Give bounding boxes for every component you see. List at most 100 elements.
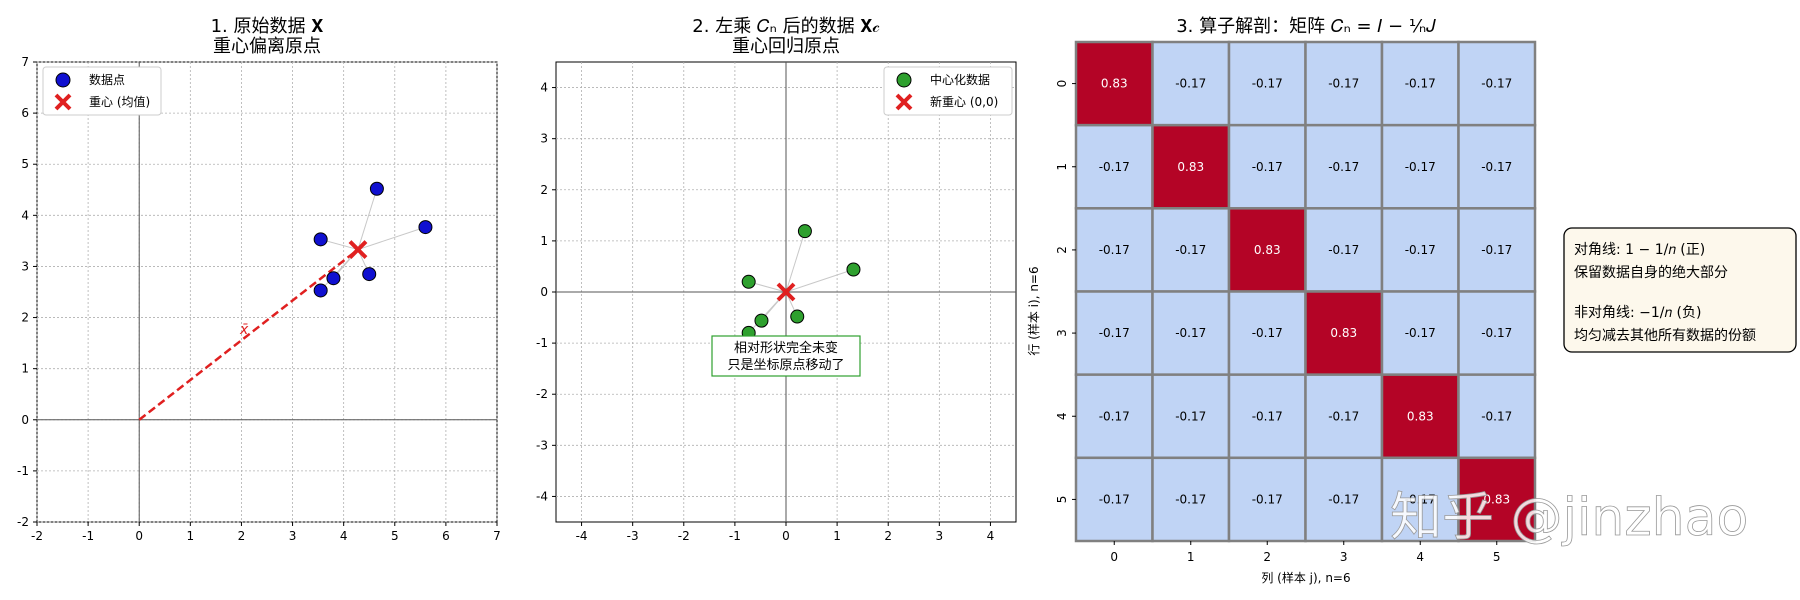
watermark: 知乎 @jinzhao: [1390, 488, 1748, 548]
panel2-xtick-label: 4: [987, 529, 995, 543]
heatmap-cell: [1151, 290, 1231, 376]
panel1-ytick-label: 0: [21, 413, 29, 427]
heatmap-xtick-label: 3: [1340, 550, 1348, 564]
heatmap-cell-label: -0.17: [1481, 77, 1512, 91]
heatmap-cell: [1227, 123, 1307, 210]
heatmap-cell-label: -0.17: [1481, 409, 1512, 423]
heatmap-cell-label: -0.17: [1252, 326, 1283, 340]
panel2-annotation-box: 相对形状完全未变 只是坐标原点移动了: [711, 335, 861, 377]
heatmap-cell-label: -0.17: [1328, 77, 1359, 91]
heatmap-ytick-label: 0: [1055, 80, 1069, 88]
legend2-centroid-swatch: [895, 93, 913, 111]
panel2-xtick-label: -4: [576, 529, 588, 543]
panel2-ytick-label: -4: [536, 489, 548, 503]
note-line2: 保留数据自身的绝大部分: [1574, 265, 1728, 281]
heatmap-cell-label: 0.83: [1407, 409, 1434, 423]
heatmap-cell-label: -0.17: [1099, 409, 1130, 423]
panel1-xtick-label: -2: [31, 529, 43, 543]
heatmap-cell: [1457, 40, 1537, 127]
panel1-ytick-label: 6: [21, 106, 29, 120]
heatmap-ytick-label: 3: [1055, 329, 1069, 337]
panel2-ytick-label: -2: [536, 387, 548, 401]
legend1-point-swatch: [55, 72, 71, 88]
panel1-data-point: [313, 283, 328, 298]
panel1-xtick-label: 5: [391, 529, 399, 543]
heatmap-xtick-label: 1: [1187, 550, 1195, 564]
panel1-xtick-label: -1: [82, 529, 94, 543]
heatmap-cell-label: 0.83: [1101, 77, 1128, 91]
heatmap-cell-label: -0.17: [1175, 77, 1206, 91]
heatmap-cell-label: -0.17: [1175, 243, 1206, 257]
heatmap-cell: [1304, 207, 1384, 293]
panel1-ticks: -2 -1 0 1 2 3 4 5 6 7 -2 -1 0 1 2 3 4 5 6 7: [17, 55, 501, 543]
heatmap-ytick-label: 2: [1055, 246, 1069, 254]
heatmap-cell-label: -0.17: [1175, 409, 1206, 423]
panel2-ticks: -4 -3 -2 -1 0 1 2 3 4 -4 -3 -2 -1 0 1 2 3 4: [536, 81, 994, 543]
heatmap-cell: [1227, 290, 1307, 376]
panel1-legend: 数据点 重心 (均值): [42, 66, 162, 116]
legend1-centroid-label: 重心 (均值): [89, 94, 150, 109]
heatmap-cell-label: -0.17: [1328, 492, 1359, 506]
heatmap-ytick-label: 5: [1055, 496, 1069, 504]
panel1-data-point: [369, 181, 384, 196]
panel2-xtick-label: 2: [884, 529, 892, 543]
panel1-ytick-label: 4: [21, 208, 29, 222]
heatmap-cell: [1074, 290, 1154, 376]
centroid-vector-label: x̄: [239, 322, 249, 338]
panel1-marks: x̄: [138, 181, 433, 421]
heatmap-cell: [1304, 456, 1384, 543]
heatmap-cell-label: -0.17: [1175, 492, 1206, 506]
heatmap-xtick-label: 4: [1416, 550, 1424, 564]
panel2-ytick-label: 2: [540, 183, 548, 197]
heatmap-cell: [1304, 373, 1384, 460]
panel1-ytick-label: 5: [21, 157, 29, 171]
panel2-spoke-line: [785, 231, 806, 293]
panel2-ytick-label: 3: [540, 132, 548, 146]
heatmap-cell-label: -0.17: [1405, 326, 1436, 340]
legend2-point-swatch: [896, 72, 912, 88]
heatmap-cell: [1227, 373, 1307, 460]
heatmap-cell-label: -0.17: [1405, 160, 1436, 174]
heatmap-ylabel: 行 (样本 i), n=6: [1026, 266, 1041, 355]
panel2-title-line2: 重心回归原点: [732, 36, 840, 57]
panel-centered-data: 2. 左乘 𝐶ₙ 后的数据 𝐗𝒸 重心回归原点 -4 -3 -2 -1 0 1 2 3 4-4-…: [536, 16, 1017, 543]
heatmap-xtick-label: 2: [1263, 550, 1271, 564]
legend2-points-label: 中心化数据: [930, 72, 990, 87]
heatmap-cell: [1380, 207, 1460, 293]
panel2-marks: [741, 224, 861, 340]
panel2-ytick-label: 0: [540, 285, 548, 299]
heatmap-cell: [1074, 40, 1154, 127]
note-line3: 非对角线: −1/𝑛 (负): [1574, 305, 1701, 321]
heatmap-cell-label: -0.17: [1481, 160, 1512, 174]
panel2-legend: 中心化数据 新重心 (0,0): [883, 66, 1013, 116]
panel1-spoke-line: [357, 226, 426, 251]
heatmap-cell: [1380, 40, 1460, 127]
heatmap-cell-label: -0.17: [1175, 326, 1206, 340]
heatmap-cell-label: -0.17: [1328, 160, 1359, 174]
panel2-xtick-label: 1: [833, 529, 841, 543]
heatmap-cell: [1457, 290, 1537, 376]
panel1-xtick-label: 3: [289, 529, 297, 543]
panel-operator-heatmap: 3. 算子解剖：矩阵 𝐶ₙ = 𝐼 − ¹⁄ₙ𝐽 0.83 -0.17 -0.17 -…: [1026, 16, 1537, 585]
heatmap-ticks: 0 1 2 3 4 5 0 1 2 3 4 5: [1055, 80, 1501, 564]
panel1-grid: [36, 61, 498, 523]
annotation2-line1: 相对形状完全未变: [734, 340, 838, 356]
heatmap-ytick-label: 4: [1055, 412, 1069, 420]
heatmap-cell-label: -0.17: [1405, 243, 1436, 257]
heatmap-cell-label: 0.83: [1330, 326, 1357, 340]
panel2-spoke-line: [785, 269, 854, 293]
heatmap-cell-label: -0.17: [1252, 77, 1283, 91]
panel2-ytick-label: 1: [540, 234, 548, 248]
heatmap-cells: 0.83 -0.17 -0.17 -0.17 -0.17 -0.17 -0.17 0.83 -0…: [1074, 40, 1537, 543]
panel2-xtick-label: 3: [936, 529, 944, 543]
heatmap-cell-label: -0.17: [1099, 160, 1130, 174]
note-line1: 对角线: 1 − 1/𝑛 (正): [1574, 242, 1705, 258]
panel1-title-line1: 1. 原始数据 𝐗: [211, 16, 324, 37]
heatmap-cell-label: -0.17: [1252, 409, 1283, 423]
heatmap-cell: [1151, 40, 1231, 127]
heatmap-cell: [1304, 123, 1384, 210]
panel2-xtick-label: -2: [678, 529, 690, 543]
heatmap-xtick-label: 5: [1493, 550, 1501, 564]
panel1-xtick-label: 1: [187, 529, 195, 543]
